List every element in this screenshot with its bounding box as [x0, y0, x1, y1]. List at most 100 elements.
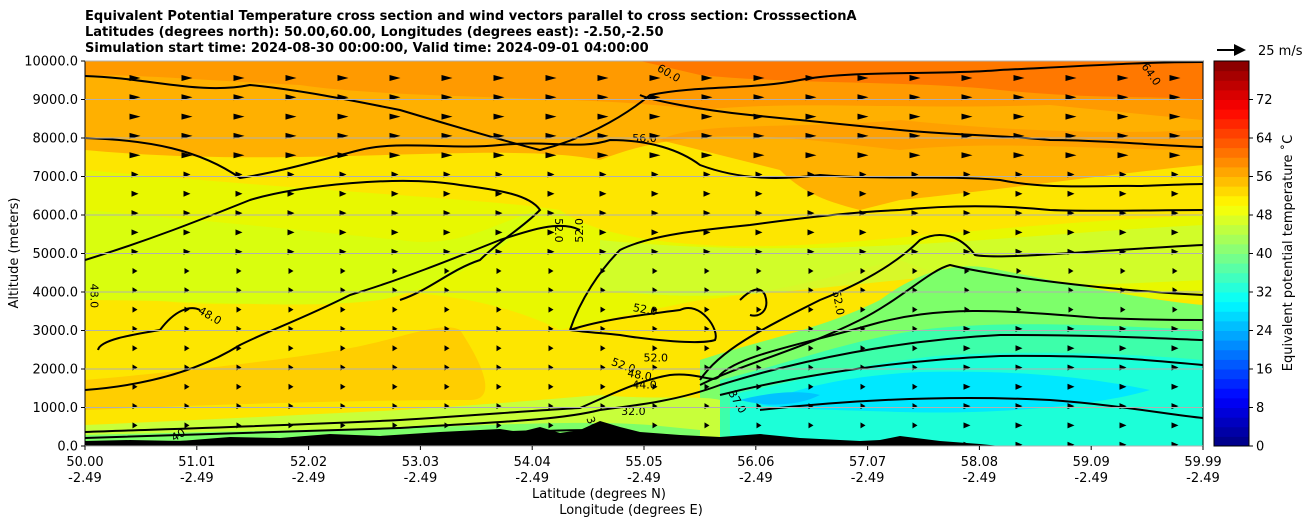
colorbar-segment — [1214, 311, 1249, 322]
wind-vector — [704, 441, 710, 446]
wind-vector — [597, 75, 609, 81]
wind-vector — [1120, 306, 1126, 313]
wind-vector — [496, 383, 502, 390]
wind-vector — [132, 306, 138, 313]
wind-vector — [652, 268, 658, 274]
wind-vector — [1013, 132, 1025, 139]
wind-vector — [545, 75, 557, 81]
wind-vector — [704, 306, 710, 313]
colorbar-segment — [1214, 99, 1249, 110]
y-tick-label: 2000.0 — [33, 363, 79, 378]
wind-vector — [233, 132, 245, 139]
wind-vector — [755, 190, 763, 197]
wind-vector — [912, 345, 918, 352]
x-tick-label-lat: 58.08 — [961, 455, 998, 470]
colorbar-segment — [1214, 205, 1249, 216]
x-axis: 50.00-2.4951.01-2.4952.02-2.4953.03-2.49… — [66, 446, 1222, 486]
wind-vector — [1171, 441, 1179, 446]
wind-vector — [704, 422, 710, 429]
contour-label: 44.0 — [632, 378, 657, 391]
wind-vector — [184, 422, 190, 429]
contour-label: 32.0 — [621, 405, 646, 418]
wind-vector — [548, 422, 554, 429]
x-tick-label-lat: 52.02 — [290, 455, 327, 470]
wind-vector — [1117, 152, 1129, 159]
colorbar-tick-label: 48 — [1256, 209, 1273, 224]
colorbar-segment — [1214, 436, 1249, 447]
wind-vector — [443, 190, 451, 197]
wind-vector — [963, 422, 971, 429]
wind-vector — [392, 268, 398, 274]
wind-vector — [288, 422, 294, 429]
contour-label: 40 — [169, 426, 188, 444]
plot-area — [85, 61, 1203, 446]
y-axis-label: Altitude (meters) — [7, 198, 22, 309]
wind-vector — [441, 75, 453, 81]
wind-vector — [704, 383, 710, 390]
wind-vector — [756, 345, 762, 352]
wind-vector — [236, 383, 242, 390]
wind-vector — [649, 152, 661, 159]
x-tick-label-lon: -2.49 — [739, 471, 773, 486]
wind-vector — [964, 306, 970, 313]
wind-vector — [337, 94, 349, 101]
wind-vector — [287, 190, 295, 197]
wind-vector — [1016, 306, 1022, 313]
wind-vector — [132, 441, 138, 446]
wind-vector — [1172, 306, 1178, 313]
contour-52-upper — [85, 179, 542, 301]
wind-vector — [805, 75, 817, 81]
contour-label: 48.0 — [626, 367, 652, 384]
x-axis-label-lon: Longitude (degrees E) — [559, 503, 703, 518]
wind-vector — [441, 113, 453, 120]
wind-vector — [184, 441, 190, 446]
wind-vector — [756, 268, 762, 274]
wind-vector — [651, 229, 659, 236]
colorbar-segment — [1214, 378, 1249, 389]
wind-vector — [444, 441, 450, 446]
wind-vector — [756, 383, 762, 390]
wind-vector — [597, 113, 609, 120]
wind-vector — [129, 75, 141, 81]
wind-vector — [1013, 75, 1025, 81]
x-tick-label-lon: -2.49 — [515, 471, 549, 486]
wind-vector — [1065, 152, 1077, 159]
wind-vector — [1171, 383, 1179, 390]
wind-vector — [1065, 113, 1077, 120]
colorbar-tick-label: 8 — [1256, 401, 1264, 416]
wind-vector — [753, 94, 765, 101]
x-tick-label-lat: 59.09 — [1073, 455, 1110, 470]
wind-vector — [1119, 229, 1127, 236]
y-tick-label: 6000.0 — [33, 209, 79, 224]
wind-vector — [340, 383, 346, 390]
wind-vector — [808, 383, 814, 390]
wind-vector — [963, 383, 971, 390]
colorbar-tick-label: 24 — [1256, 324, 1273, 339]
wind-vector — [599, 229, 607, 236]
wind-vector — [236, 345, 242, 352]
wind-vector — [132, 268, 138, 274]
wind-vector — [496, 441, 502, 446]
wind-vector — [389, 152, 401, 159]
wind-vector — [132, 345, 138, 352]
wind-vector — [443, 229, 451, 236]
wind-vector — [1169, 152, 1181, 159]
colorbar-segment — [1214, 388, 1249, 399]
wind-vector — [911, 190, 919, 197]
colorbar-segment — [1214, 417, 1249, 428]
colorbar-segment — [1214, 330, 1249, 341]
wind-vector — [805, 94, 817, 101]
contour-label: 52.0 — [573, 218, 586, 243]
colorbar-tick-label: 56 — [1256, 170, 1273, 185]
wind-vector — [963, 229, 971, 236]
wind-vector — [600, 345, 606, 352]
wind-vector — [340, 345, 346, 352]
x-axis-label-lat: Latitude (degrees N) — [532, 487, 666, 502]
wind-vector — [236, 268, 242, 274]
colorbar-segment — [1214, 70, 1249, 81]
wind-vector — [860, 383, 866, 390]
colorbar-segment — [1214, 215, 1249, 226]
wind-vector — [131, 190, 139, 197]
x-tick-label-lat: 59.99 — [1184, 455, 1221, 470]
chart-title-line-3: Simulation start time: 2024-08-30 00:00:… — [85, 41, 649, 56]
